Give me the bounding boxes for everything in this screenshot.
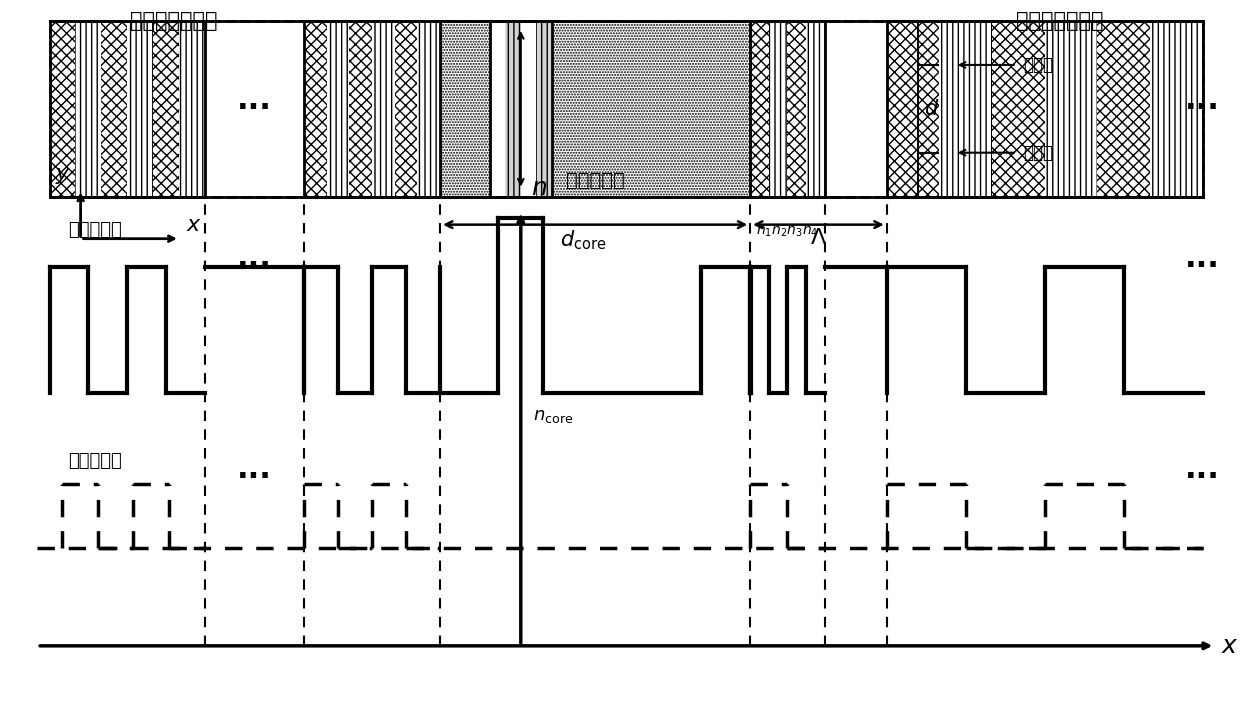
Bar (536, 21, 552, 197)
Text: 增益区: 增益区 (1023, 56, 1053, 74)
Text: $n$: $n$ (531, 176, 547, 200)
Bar (418, 21, 440, 197)
Text: 高折射率区: 高折射率区 (565, 171, 625, 190)
Text: ···: ··· (237, 94, 272, 124)
Bar (372, 21, 394, 197)
Bar (153, 21, 179, 197)
Bar (506, 21, 521, 197)
Text: ···: ··· (237, 463, 272, 492)
Bar (806, 21, 825, 197)
Text: $x$: $x$ (186, 216, 202, 235)
Text: 布拉格反射光栅: 布拉格反射光栅 (1017, 11, 1104, 30)
Text: ···: ··· (1185, 463, 1220, 492)
Text: ···: ··· (237, 252, 272, 282)
Bar (50, 21, 76, 197)
Bar (350, 21, 372, 197)
Text: $d_{\mathrm{core}}$: $d_{\mathrm{core}}$ (559, 228, 606, 252)
Bar (304, 21, 326, 197)
Bar (887, 21, 1203, 197)
Bar (394, 21, 418, 197)
Bar (490, 21, 506, 197)
Text: $n_{\mathrm{core}}$: $n_{\mathrm{core}}$ (533, 407, 574, 425)
Bar (304, 21, 440, 197)
Text: $\Lambda$: $\Lambda$ (810, 228, 827, 248)
Bar (1149, 21, 1203, 197)
Bar (179, 21, 205, 197)
Bar (787, 21, 806, 197)
Text: $n_1n_2n_3n_4$: $n_1n_2n_3n_4$ (756, 225, 818, 239)
Bar (50, 21, 205, 197)
Bar (50, 21, 1203, 197)
Bar (76, 21, 102, 197)
Bar (769, 21, 787, 197)
Bar (326, 21, 350, 197)
Text: ···: ··· (1185, 94, 1220, 124)
Text: 实部折射率: 实部折射率 (68, 220, 122, 239)
Bar (992, 21, 1044, 197)
Text: 布拉格反射光栅: 布拉格反射光栅 (130, 11, 217, 30)
Text: $x$: $x$ (1221, 634, 1239, 658)
Bar (1044, 21, 1097, 197)
Bar (940, 21, 992, 197)
Bar (102, 21, 126, 197)
Bar (440, 21, 750, 197)
Bar (750, 21, 769, 197)
Text: 虚部折射率: 虚部折射率 (68, 452, 122, 470)
Bar (887, 21, 939, 197)
Text: ···: ··· (1185, 252, 1220, 282)
Text: $y$: $y$ (55, 166, 71, 186)
Bar (126, 21, 153, 197)
Bar (750, 21, 825, 197)
Text: $d$: $d$ (924, 99, 939, 119)
Bar (521, 21, 536, 197)
Text: 损耗区: 损耗区 (1023, 144, 1053, 161)
Bar (1097, 21, 1151, 197)
Bar (490, 21, 552, 197)
